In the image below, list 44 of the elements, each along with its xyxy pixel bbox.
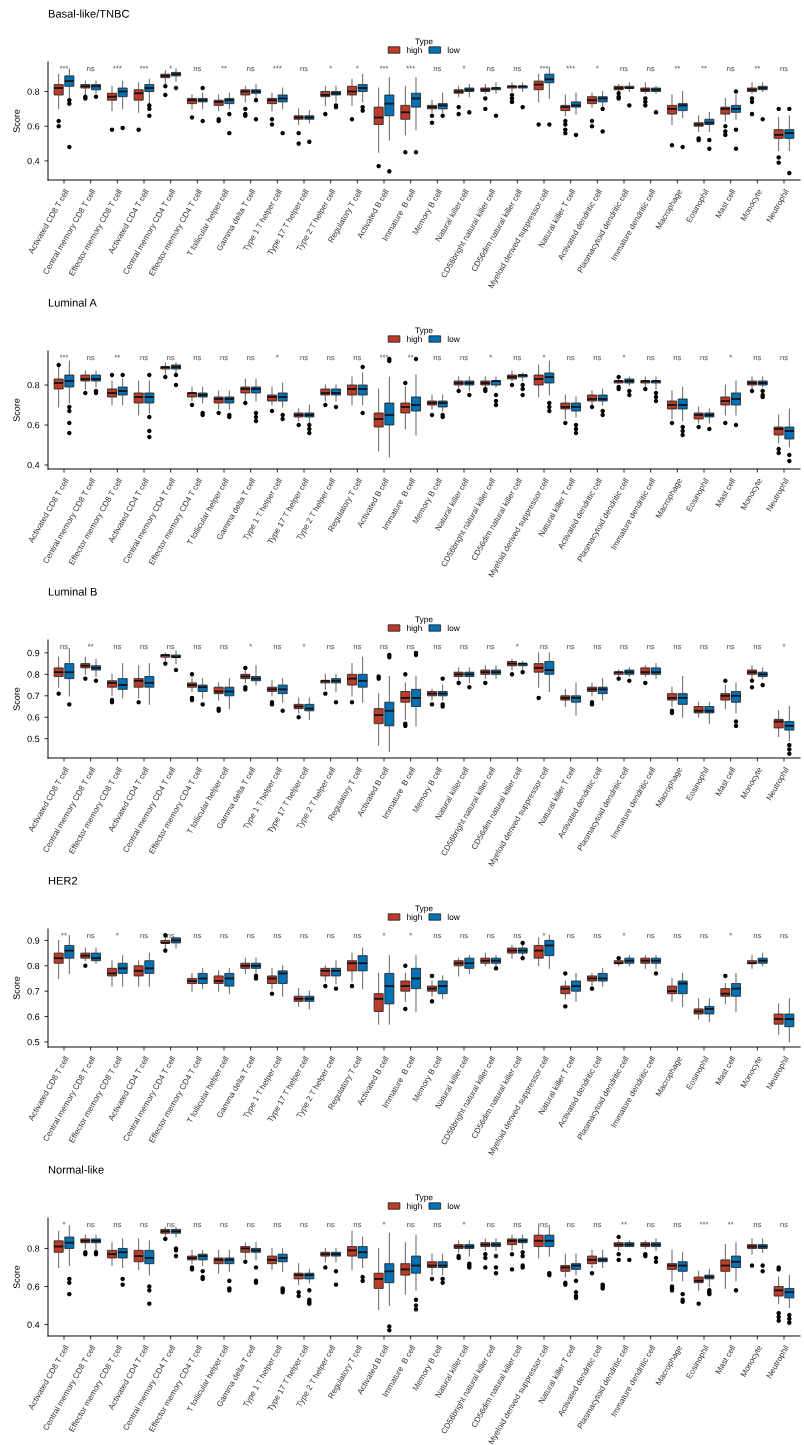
y-axis-title: Score	[13, 398, 20, 422]
chart-title: Normal-like	[48, 1165, 104, 1174]
legend-title: Type	[415, 616, 433, 624]
legend-title: Type	[415, 1194, 433, 1202]
y-tick-label: 0.4	[27, 1321, 40, 1328]
y-tick-label: 0.6	[27, 1283, 40, 1290]
y-axis-title: Score	[13, 1265, 20, 1289]
chart-title: Luminal B	[48, 587, 97, 596]
y-tick-label: 0.6	[27, 1013, 40, 1020]
legend-label: high	[407, 1202, 422, 1211]
chart-title: Luminal A	[48, 298, 97, 307]
y-tick-label: 0.8	[27, 381, 40, 389]
legend-label: low	[447, 1202, 460, 1209]
legend-label: low	[447, 46, 460, 53]
legend-label: low	[447, 913, 460, 920]
legend-label: high	[407, 46, 422, 55]
legend-label: high	[407, 913, 422, 922]
legend-title: Type	[415, 905, 433, 913]
y-tick-label: 0.5	[27, 1038, 40, 1046]
y-tick-label: 0.9	[27, 937, 40, 944]
y-tick-label: 0.9	[27, 649, 40, 657]
y-tick-label: 0.6	[27, 123, 40, 130]
y-tick-label: 0.8	[27, 88, 40, 95]
legend-label: high	[407, 335, 422, 344]
y-tick-label: 0.4	[27, 157, 40, 165]
chart-title: Basal-like/TNBC	[48, 9, 130, 18]
y-tick-label: 0.6	[27, 714, 40, 721]
y-tick-label: 0.8	[27, 671, 40, 678]
y-tick-label: 0.7	[27, 988, 40, 995]
y-tick-label: 0.8	[27, 962, 40, 970]
y-tick-label: 0.6	[27, 421, 40, 429]
legend-title: Type	[415, 327, 433, 335]
y-tick-label: 0.5	[27, 735, 40, 743]
y-tick-label: 0.7	[27, 692, 40, 700]
chart-title: HER2	[48, 876, 78, 885]
y-axis-title: Score	[13, 976, 20, 1000]
legend-label: low	[447, 624, 460, 631]
y-tick-label: 0.4	[27, 461, 40, 469]
y-axis-title: Score	[13, 109, 20, 133]
y-axis-title: Score	[13, 687, 20, 711]
legend-title: Type	[415, 38, 433, 46]
y-tick-label: 0.8	[27, 1245, 40, 1252]
legend-label: high	[407, 624, 422, 633]
legend-label: low	[447, 335, 460, 342]
